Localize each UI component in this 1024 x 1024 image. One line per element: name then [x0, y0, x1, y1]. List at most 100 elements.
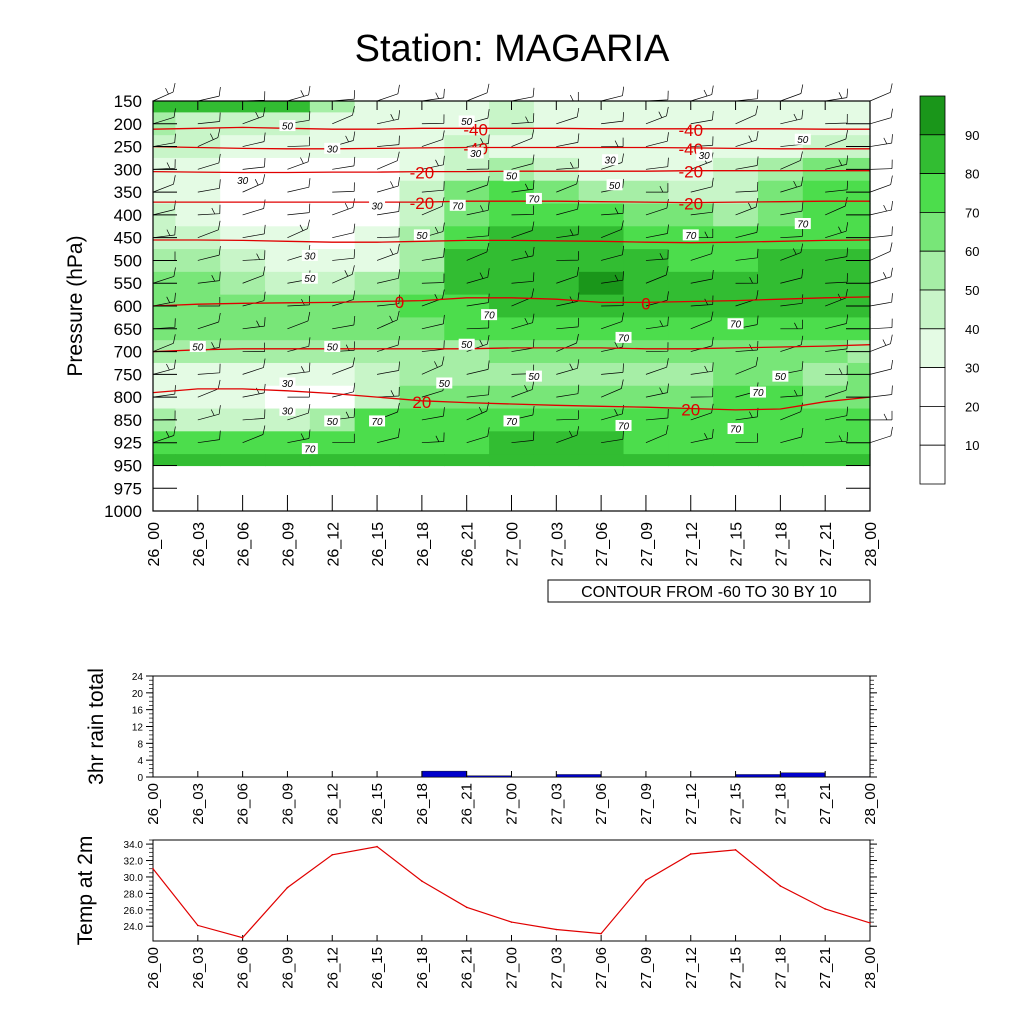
humidity-label-bg — [369, 415, 386, 427]
humidity-contour-label: 50 — [304, 274, 316, 285]
wind-barb — [377, 361, 400, 375]
humidity-cell — [668, 454, 714, 467]
rain-bar — [422, 770, 467, 778]
wind-barb — [421, 340, 445, 352]
wind-barb — [601, 137, 624, 147]
humidity-label-bg — [436, 377, 453, 389]
humidity-cell — [444, 249, 490, 273]
humidity-label-bg — [749, 386, 766, 398]
temperature-contour-label: 20 — [412, 393, 431, 412]
humidity-label-bg — [324, 341, 341, 353]
wind-barb — [869, 159, 893, 170]
humidity-cell — [153, 101, 177, 113]
wind-barb — [690, 429, 714, 444]
humidity-cell — [578, 385, 625, 410]
temperature-contour-label: -20 — [678, 163, 703, 182]
humidity-cell — [713, 203, 759, 227]
wind-barb — [197, 204, 221, 216]
info-label-box — [547, 579, 871, 603]
humidity-contour-label: 50 — [609, 181, 621, 192]
wind-barb — [287, 85, 311, 102]
wind-barb — [601, 112, 624, 125]
wind-barb — [690, 136, 714, 147]
wind-barb — [242, 250, 266, 261]
x-tick-label: 26_03 — [190, 783, 207, 825]
temperature-contour-line — [153, 200, 870, 204]
time-tick-label: 28_00 — [863, 522, 880, 567]
wind-barb — [645, 342, 669, 352]
wind-barb — [869, 134, 893, 147]
wind-barb — [825, 247, 849, 261]
y-tick-label: 26.0 — [124, 906, 144, 917]
wind-barb — [152, 385, 176, 398]
time-tick-label: 26_03 — [191, 522, 208, 567]
x-tick-label: 27_06 — [593, 783, 610, 825]
wind-barb — [869, 226, 893, 239]
humidity-contour-label: 70 — [685, 231, 697, 242]
pressure-tick-label: 650 — [114, 320, 142, 339]
wind-barb — [287, 429, 311, 444]
wind-barb — [511, 339, 535, 352]
y-tick-label: 32.0 — [124, 857, 144, 868]
wind-barb — [780, 151, 803, 170]
pressure-tick-label: 400 — [114, 206, 142, 225]
humidity-cell — [713, 226, 759, 250]
wind-barb — [242, 342, 265, 352]
temperature-point — [824, 908, 826, 910]
wind-barb — [600, 379, 624, 398]
wind-barb — [466, 83, 490, 102]
y-tick-label: 8 — [137, 739, 143, 750]
humidity-cell — [354, 431, 401, 455]
x-tick-label: 27_06 — [593, 947, 610, 989]
wind-barb — [242, 266, 266, 284]
x-tick-label: 26_15 — [369, 947, 386, 989]
humidity-cell — [757, 408, 804, 432]
wind-barb — [601, 204, 624, 216]
x-tick-label: 26_21 — [459, 947, 476, 989]
wind-barb — [376, 177, 400, 193]
pressure-tick-label: 925 — [114, 434, 142, 453]
wind-barb — [645, 249, 669, 261]
wind-barb — [556, 225, 580, 239]
temperature-contour-line — [152, 344, 871, 353]
x-tick-label: 26_18 — [414, 947, 431, 989]
pressure-tick-label: 975 — [114, 479, 142, 498]
wind-barb — [556, 158, 579, 170]
humidity-cell — [623, 226, 669, 250]
humidity-label-bg — [301, 443, 318, 455]
humidity-cell — [399, 135, 445, 159]
humidity-contour-label: 70 — [484, 311, 496, 322]
wind-barb — [421, 181, 445, 193]
time-tick-label: 26_12 — [325, 522, 342, 567]
wind-barb — [466, 318, 490, 330]
humidity-contour-label: 50 — [282, 122, 294, 133]
humidity-contour-label: 70 — [372, 417, 384, 428]
humidity-cell — [175, 454, 221, 467]
humidity-cell — [802, 385, 849, 410]
humidity-contour-label: 50 — [416, 231, 428, 242]
wind-barb — [242, 224, 266, 239]
humidity-cell — [713, 385, 759, 410]
wind-barb — [511, 205, 534, 216]
wind-barb — [332, 182, 355, 193]
humidity-cell — [220, 112, 266, 136]
wind-barb — [600, 220, 624, 239]
humidity-cell — [354, 180, 401, 205]
wind-barb — [466, 360, 490, 375]
pressure-axis-label: Pressure (hPa) — [64, 235, 87, 376]
x-tick-label: 27_15 — [728, 783, 745, 825]
wind-barb — [377, 202, 400, 216]
temperature-contour-label: -20 — [410, 164, 435, 183]
wind-barb — [152, 133, 176, 147]
wind-barb — [332, 265, 355, 284]
wind-barb — [421, 130, 445, 147]
humidity-contour-label: 70 — [506, 417, 518, 428]
pressure-tick-label: 250 — [114, 138, 142, 157]
rain-bar — [780, 772, 825, 778]
humidity-cell — [668, 317, 714, 341]
wind-barb — [645, 106, 669, 125]
chart-title: Station: MAGARIA — [354, 28, 670, 70]
wind-barb — [332, 357, 355, 375]
humidity-contour-label: 50 — [439, 379, 451, 390]
